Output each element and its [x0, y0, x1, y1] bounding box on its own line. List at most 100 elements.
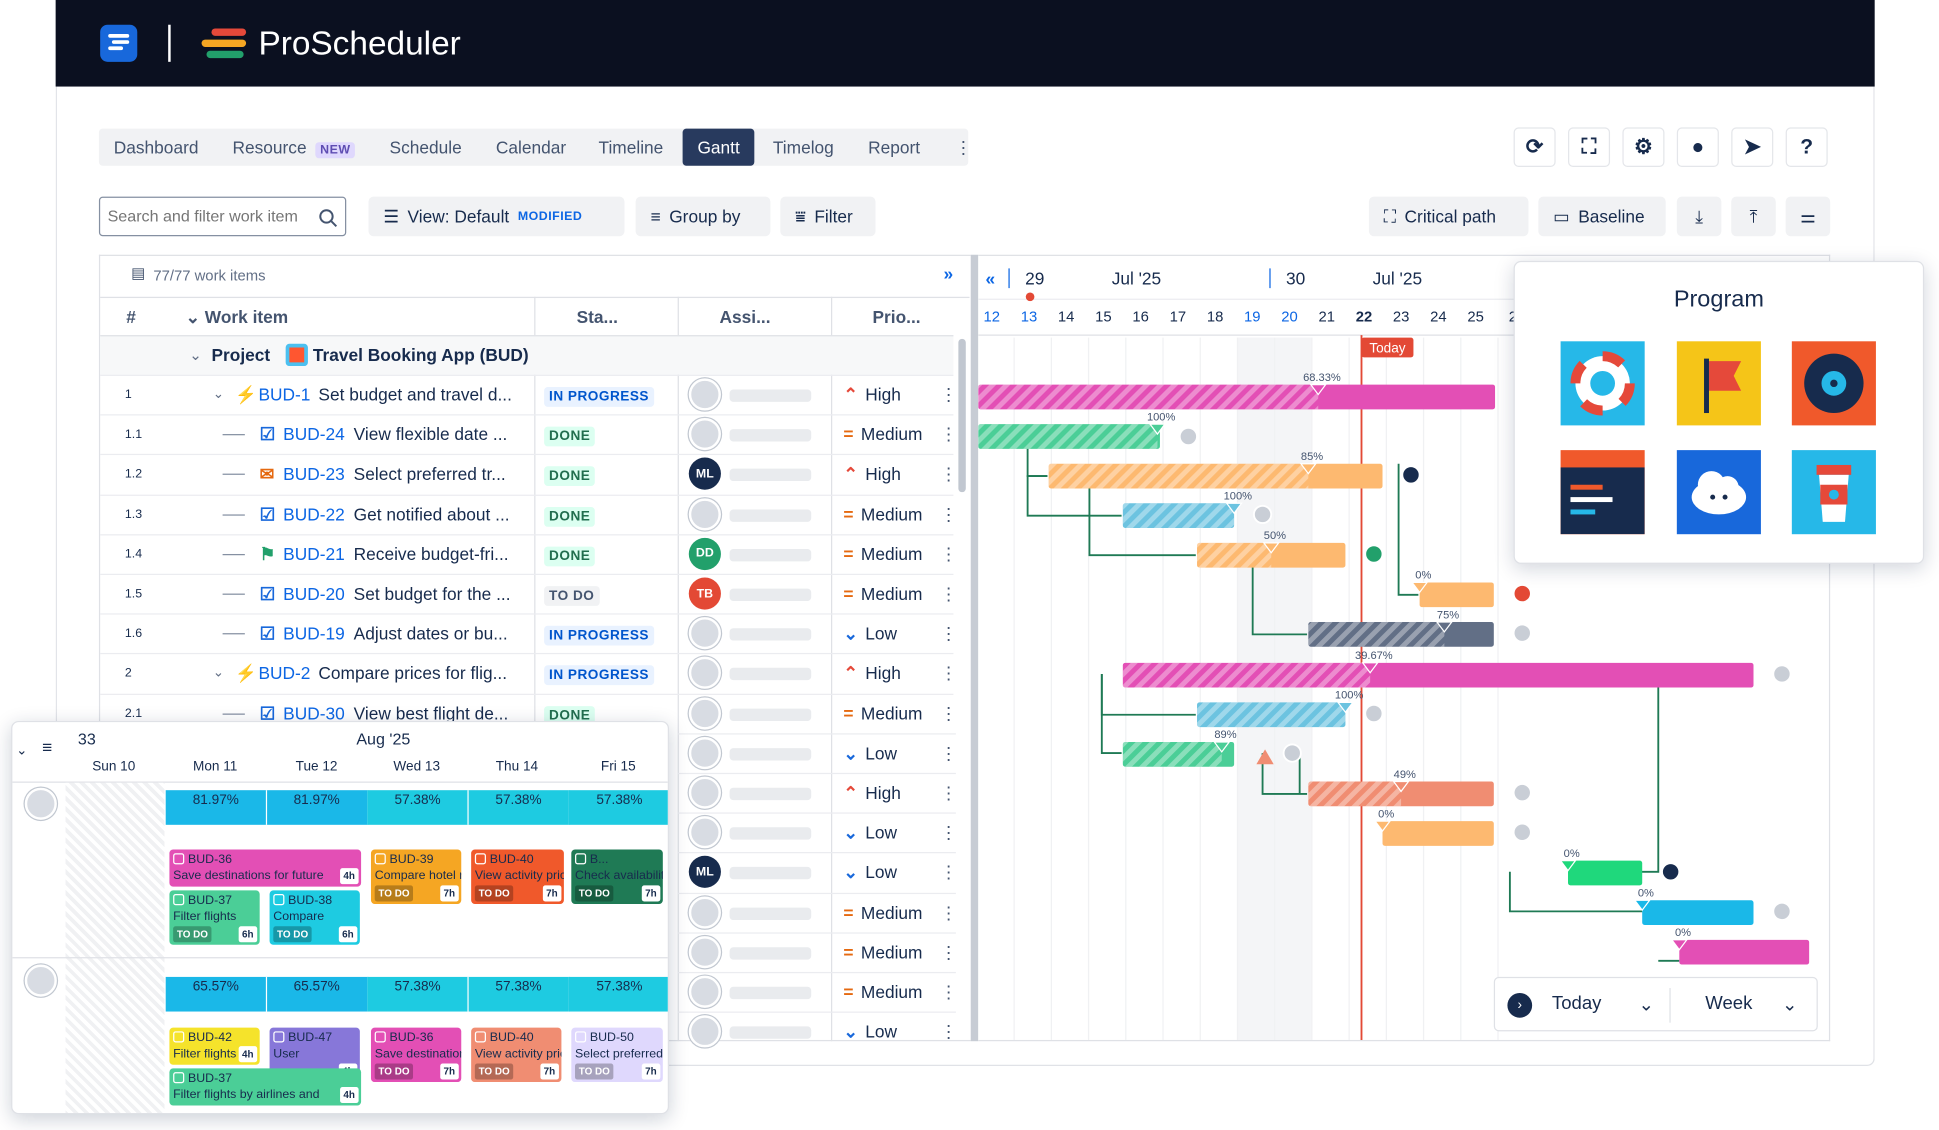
chevron-down-icon[interactable]: ⌄: [212, 387, 225, 402]
row-menu-icon[interactable]: ⋮: [939, 703, 958, 723]
col-work-item[interactable]: ⌄ Work item: [185, 298, 531, 335]
table-row[interactable]: [677, 1011, 956, 1052]
work-item-key[interactable]: BUD-24: [283, 424, 345, 445]
status-badge[interactable]: IN PROGRESS: [544, 383, 654, 408]
tab-report[interactable]: Report: [853, 129, 935, 166]
chevron-down-icon[interactable]: ⌄: [189, 346, 202, 364]
col-assignee[interactable]: Assi...: [719, 306, 771, 327]
status-badge[interactable]: DONE: [544, 503, 596, 528]
task-card[interactable]: B... Check availability TO DO 7h: [571, 849, 663, 904]
row-menu-icon[interactable]: ⋮: [939, 424, 958, 445]
refresh-button[interactable]: ⟳: [1513, 127, 1556, 167]
row-menu-icon[interactable]: ⋮: [939, 623, 958, 644]
task-card[interactable]: BUD-37 Filter flights TO DO 6h: [169, 890, 260, 945]
cloud-icon[interactable]: [1676, 450, 1761, 535]
priority[interactable]: ⌃ High: [843, 662, 901, 684]
row-menu-icon[interactable]: ⋮: [939, 981, 958, 1002]
table-row[interactable]: [100, 374, 954, 415]
expand-all-icon[interactable]: ⌄: [185, 306, 205, 327]
priority[interactable]: = Medium: [843, 702, 922, 724]
task-card[interactable]: BUD-50 Select preferred TO DO 7h: [571, 1027, 663, 1083]
status-badge[interactable]: IN PROGRESS: [544, 662, 654, 687]
search-field[interactable]: [98, 196, 347, 237]
task-card[interactable]: BUD-37 Filter flights by airlines and 4h: [169, 1068, 362, 1106]
priority[interactable]: ⌄ Low: [843, 821, 897, 843]
priority[interactable]: ⌃ High: [843, 383, 901, 405]
row-menu-icon[interactable]: ⋮: [939, 822, 958, 843]
status-badge[interactable]: IN PROGRESS: [544, 622, 654, 647]
row-menu-icon[interactable]: ⋮: [939, 742, 958, 763]
work-item-title[interactable]: Set budget and travel d...: [318, 384, 512, 405]
assignee-avatar[interactable]: [688, 657, 721, 690]
fullscreen-button[interactable]: ⛶: [1568, 127, 1611, 167]
assignee-avatar[interactable]: [688, 617, 721, 650]
vinyl-icon[interactable]: [1791, 341, 1876, 426]
assignee-avatar[interactable]: [688, 696, 721, 730]
assignee-avatar[interactable]: [688, 896, 721, 929]
work-item-title[interactable]: Adjust dates or bu...: [353, 623, 508, 644]
priority[interactable]: = Medium: [843, 543, 922, 565]
table-row[interactable]: [677, 892, 956, 932]
priority[interactable]: ⌄ Low: [843, 742, 897, 764]
assignee-avatar[interactable]: ML: [688, 458, 721, 491]
baseline-button[interactable]: ▭ Baseline: [1538, 196, 1666, 237]
work-item-key[interactable]: BUD-2: [258, 663, 311, 684]
assignee-avatar[interactable]: TB: [688, 577, 721, 610]
tab-calendar[interactable]: Calendar: [481, 129, 581, 166]
row-menu-icon[interactable]: ⋮: [939, 543, 958, 564]
assignee-avatar[interactable]: [688, 497, 721, 530]
assignee-avatar[interactable]: [688, 975, 721, 1008]
filter-button[interactable]: ⩸ Filter: [780, 196, 876, 237]
critical-path-button[interactable]: ⛶ Critical path: [1368, 196, 1529, 237]
gear-button[interactable]: ⚙: [1622, 127, 1665, 167]
jira-logo-icon[interactable]: [100, 24, 138, 62]
table-row[interactable]: [100, 533, 954, 574]
more-tabs-icon[interactable]: ⋮: [954, 137, 972, 158]
collapse-panel-icon[interactable]: »: [943, 263, 954, 284]
user-avatar[interactable]: [24, 964, 57, 997]
row-menu-icon[interactable]: ⋮: [939, 1021, 958, 1042]
user-avatar[interactable]: [24, 787, 57, 820]
filter-lines-icon[interactable]: ≡: [42, 737, 53, 757]
tab-gantt[interactable]: Gantt: [682, 128, 755, 166]
priority[interactable]: = Medium: [843, 423, 922, 445]
col-status[interactable]: Sta...: [576, 306, 618, 327]
table-row[interactable]: [100, 414, 954, 454]
today-button[interactable]: Today ⌄: [1552, 993, 1661, 1015]
table-row[interactable]: [100, 613, 954, 654]
assignee-avatar[interactable]: [688, 378, 721, 411]
row-menu-icon[interactable]: ⋮: [939, 583, 958, 604]
status-badge[interactable]: DONE: [544, 423, 596, 448]
table-row[interactable]: [100, 494, 954, 534]
search-input[interactable]: [107, 197, 318, 233]
table-row[interactable]: [100, 693, 954, 733]
scale-select[interactable]: Week ⌄: [1705, 993, 1804, 1015]
priority[interactable]: ⌄ Low: [843, 1020, 897, 1042]
task-card[interactable]: BUD-38 Compare TO DO 6h: [269, 890, 360, 945]
priority[interactable]: = Medium: [843, 503, 922, 525]
assignee-avatar[interactable]: [688, 418, 721, 451]
priority[interactable]: = Medium: [843, 582, 922, 604]
group-by-button[interactable]: ≡ Group by: [635, 196, 771, 237]
status-badge[interactable]: DONE: [544, 463, 596, 488]
priority[interactable]: = Medium: [843, 901, 922, 923]
work-item-key[interactable]: BUD-1: [258, 384, 311, 405]
work-item-key[interactable]: BUD-20: [283, 583, 345, 604]
coffee-cup-icon[interactable]: [1791, 450, 1876, 535]
code-window-icon[interactable]: [1560, 450, 1645, 535]
task-card[interactable]: BUD-40 View activity prices for TO DO 7h: [471, 849, 564, 904]
help-button[interactable]: ?: [1785, 127, 1828, 167]
priority[interactable]: ⌃ High: [843, 463, 901, 485]
status-badge[interactable]: TO DO: [544, 582, 600, 607]
row-menu-icon[interactable]: ⋮: [939, 942, 958, 962]
work-item-title[interactable]: Compare prices for flig...: [318, 663, 508, 684]
tab-timeline[interactable]: Timeline: [584, 129, 678, 166]
assignee-avatar[interactable]: [688, 736, 721, 769]
table-row[interactable]: [677, 971, 956, 1012]
table-row[interactable]: [677, 932, 956, 972]
work-item-title[interactable]: Get notified about ...: [353, 504, 510, 524]
priority[interactable]: ⌃ High: [843, 782, 901, 804]
priority[interactable]: = Medium: [843, 981, 922, 1003]
table-row[interactable]: [100, 573, 954, 614]
priority[interactable]: ⌄ Low: [843, 861, 897, 883]
